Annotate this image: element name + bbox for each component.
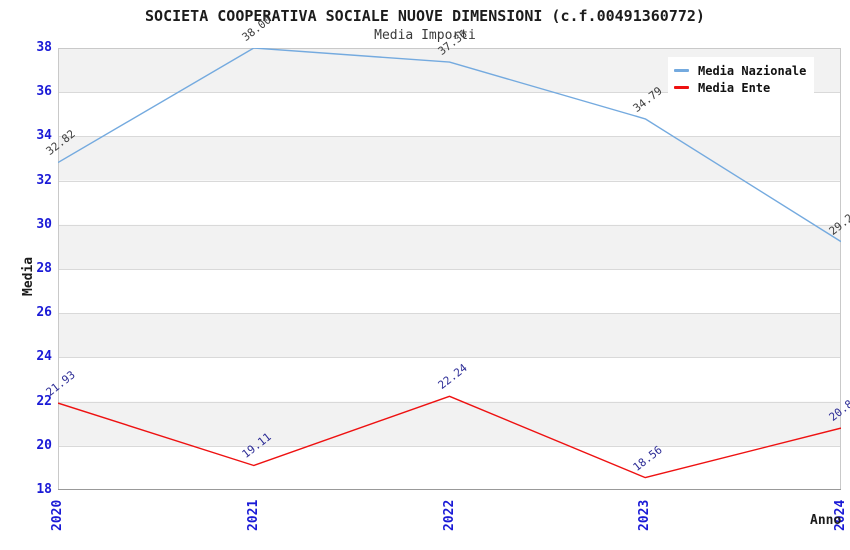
plot-band [58,401,841,446]
plot-band [58,136,841,181]
legend: Media Nazionale Media Ente [668,57,814,102]
y-tick-label: 18 [36,482,52,497]
y-tick-label: 20 [36,437,52,453]
legend-item-0: Media Nazionale [674,62,808,79]
y-tick-label: 34 [36,128,52,144]
legend-label: Media Ente [698,80,771,95]
chart-title: SOCIETA COOPERATIVA SOCIALE NUOVE DIMENS… [145,7,705,25]
y-tick-label: 32 [36,172,52,188]
x-tick-label: 2021 [245,499,261,531]
plot-area [58,48,841,490]
y-tick-label: 24 [36,349,52,365]
legend-swatch-icon [674,86,689,89]
chart-subtitle: Media Importi [374,28,476,43]
x-tick-label: 2020 [50,499,65,531]
y-tick-label: 30 [36,216,52,232]
x-axis-title: Anno [810,513,842,528]
y-axis-title: Media [21,256,36,296]
y-tick-label: 28 [36,261,52,276]
legend-swatch-icon [674,69,689,72]
y-tick-label: 22 [36,393,52,409]
y-tick-label: 26 [36,305,52,321]
y-tick-label: 36 [36,84,52,100]
y-tick-label: 38 [36,40,52,55]
x-tick-label: 2022 [441,499,457,531]
series-line-1 [58,395,841,479]
legend-label: Media Nazionale [698,63,807,78]
x-tick-label: 2023 [637,499,653,531]
plot-band [58,313,841,358]
plot-band [58,224,841,269]
series-line-0 [58,48,841,243]
legend-item-1: Media Ente [674,79,808,96]
